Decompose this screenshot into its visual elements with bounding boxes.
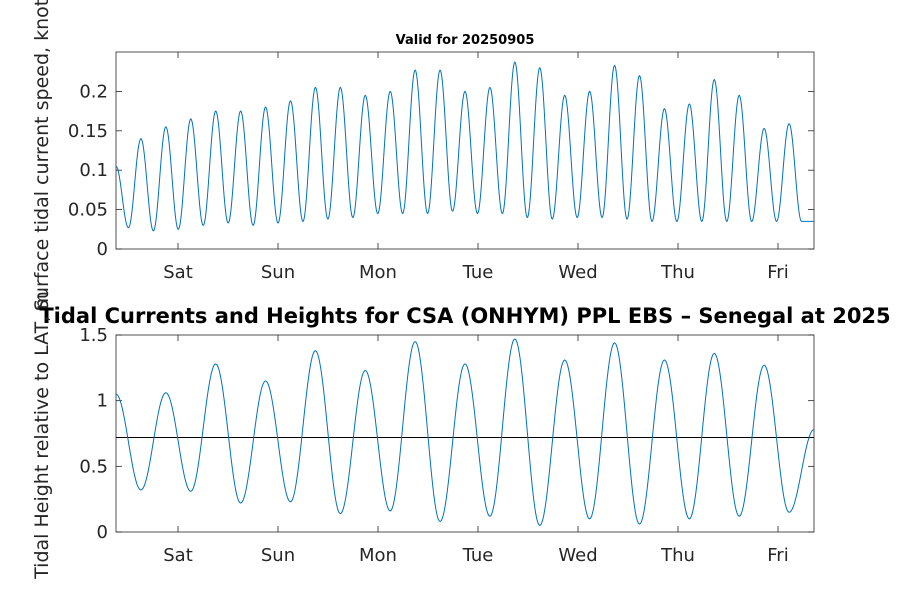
speed-axes-box xyxy=(115,51,815,250)
x-tick-label: Sat xyxy=(163,262,193,283)
y-tick-label: 1.5 xyxy=(79,325,108,346)
x-tick-label: Mon xyxy=(359,262,397,283)
y-tick-label: 0.1 xyxy=(79,160,108,181)
x-tick-label: Fri xyxy=(767,545,788,566)
y-tick-label: 0.5 xyxy=(79,456,108,477)
height-axes-box xyxy=(115,334,815,533)
height-y-axis-label: Tidal Height relative to LAT, m xyxy=(31,291,53,580)
speed-chart-title: Valid for 20250905 xyxy=(396,33,535,48)
speed-series-line xyxy=(115,61,814,232)
height-chart-title: Tidal Currents and Heights for CSA (ONHY… xyxy=(39,304,890,328)
height-x-ticks: Sat Sun Mon Tue Wed Thu Fri xyxy=(163,335,789,566)
x-tick-label: Mon xyxy=(359,545,397,566)
x-tick-label: Tue xyxy=(462,545,494,566)
y-tick-label: 0.2 xyxy=(79,81,108,102)
x-tick-label: Thu xyxy=(660,262,695,283)
x-tick-label: Thu xyxy=(660,545,695,566)
x-tick-label: Sun xyxy=(261,545,295,566)
speed-y-ticks: 0 0.05 0.1 0.15 0.2 xyxy=(68,81,814,260)
y-tick-label: 1 xyxy=(97,391,108,412)
x-tick-label: Wed xyxy=(558,262,597,283)
y-tick-label: 0.05 xyxy=(68,200,108,221)
speed-panel: 0 0.05 0.1 0.15 0.2 Sat Sun Mon Tue Wed Thu Fri Va… xyxy=(31,0,815,311)
x-tick-label: Sun xyxy=(261,262,295,283)
speed-x-ticks: Sat Sun Mon Tue Wed Thu Fri xyxy=(163,52,789,283)
height-series-line xyxy=(115,338,815,527)
height-panel: 0 0.5 1 1.5 Sat Sun Mon Tue Wed Thu Fri Tidal Cur… xyxy=(31,291,891,580)
x-tick-label: Sat xyxy=(163,545,193,566)
x-tick-label: Tue xyxy=(462,262,494,283)
x-tick-label: Wed xyxy=(558,545,597,566)
y-tick-label: 0 xyxy=(97,239,108,260)
height-y-ticks: 0 0.5 1 1.5 xyxy=(79,325,814,543)
y-tick-label: 0.15 xyxy=(68,121,108,142)
y-tick-label: 0 xyxy=(97,522,108,543)
speed-y-axis-label: Surface tidal current speed, knots xyxy=(31,0,53,311)
x-tick-label: Fri xyxy=(767,262,788,283)
